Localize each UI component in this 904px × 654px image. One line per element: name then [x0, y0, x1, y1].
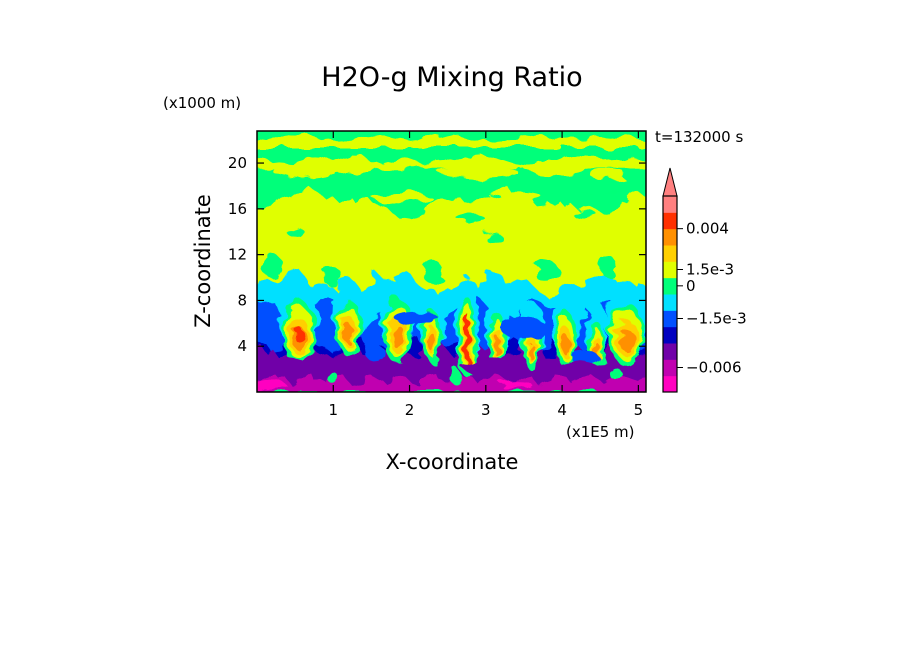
x-tick-label-3: 4: [557, 401, 567, 419]
green-cell-4: [485, 231, 502, 244]
upper-yellow-patch-5: [371, 192, 432, 203]
upper-yellow-patch-2: [438, 166, 519, 179]
y-tick-label-3: 16: [228, 200, 247, 218]
colorbar-segment-5: [663, 294, 677, 311]
plume-orange-2: [391, 325, 405, 349]
contour-field: [257, 131, 646, 392]
colorbar-segment-7: [663, 261, 677, 279]
plume-orange-1: [343, 323, 354, 344]
green-cell-5: [534, 260, 559, 283]
colorbar-label-3: −1.5e-3: [686, 310, 747, 328]
y-tick-label-4: 20: [228, 154, 247, 172]
y-tick-label-1: 8: [237, 291, 247, 309]
green-cell-1: [287, 225, 304, 238]
upper-yellow-patch-4: [589, 169, 626, 180]
colorbar-segment-2: [663, 343, 677, 360]
colorbar-label-2: 0: [686, 277, 696, 295]
green-cell-3: [422, 259, 443, 284]
colorbar-segment-6: [663, 277, 677, 295]
colorbar-segment-11: [663, 196, 677, 213]
colorbar-top-arrow: [662, 167, 678, 197]
x-tick-label-1: 2: [405, 401, 415, 419]
x-tick-label-4: 5: [634, 401, 644, 419]
plume-core-red: [463, 313, 470, 366]
y-axis-label: Z-coordinate: [191, 194, 215, 328]
low-green-spot-0: [449, 367, 462, 384]
purple-pool-2: [461, 358, 510, 375]
plume-core-red-2: [294, 326, 303, 343]
colorbar-label-0: 0.004: [686, 220, 729, 238]
magenta-spot-0: [257, 381, 287, 390]
green-cell-8: [572, 210, 597, 219]
plume-orange-9: [619, 328, 634, 353]
colorbar-label-4: −0.006: [686, 359, 742, 377]
plume-orange-5: [494, 336, 501, 357]
x-tick-label-0: 1: [329, 401, 339, 419]
plume-orange-8: [593, 342, 600, 357]
plume-orange-7: [561, 335, 570, 355]
plume-orange-6: [528, 343, 535, 361]
green-cell-7: [456, 214, 485, 222]
colorbar-segment-8: [663, 245, 677, 262]
colorbar-segment-3: [663, 326, 677, 344]
chart-title: H2O-g Mixing Ratio: [321, 62, 582, 93]
purple-pool-0: [267, 358, 308, 375]
low-green-spot-2: [328, 372, 339, 385]
purple-pool-3: [555, 361, 600, 378]
x-tick-label-2: 3: [481, 401, 491, 419]
green-cell-2: [324, 267, 343, 288]
green-cell-6: [598, 256, 617, 277]
blue-intrusion-0: [395, 312, 440, 325]
x-axis: 1 2 3 4 5: [329, 131, 644, 419]
colorbar-segment-9: [663, 228, 677, 246]
top-yellow-stripe: [257, 134, 646, 148]
low-green-spot-1: [609, 367, 622, 380]
magenta-spot-1: [500, 381, 533, 390]
x-axis-unit: (x1E5 m): [566, 423, 635, 441]
purple-pool-1: [345, 362, 398, 377]
plot-frame: [256, 130, 647, 393]
green-cell-0: [262, 254, 283, 279]
y-axis: 4 8 12 16 20: [228, 154, 646, 355]
colorbar: 0.004 1.5e-30 −1.5e-3 −0.006: [662, 167, 747, 393]
blue-intrusion-2: [365, 345, 386, 362]
blue-intrusion-1: [499, 317, 548, 338]
colorbar-segment-0: [663, 375, 677, 393]
colorbar-segment-4: [663, 310, 677, 328]
upper-yellow-patch-1: [334, 161, 379, 174]
colorbar-segment-10: [663, 212, 677, 230]
time-label: t=132000 s: [655, 128, 743, 146]
y-tick-label-0: 4: [237, 337, 247, 355]
y-axis-unit: (x1000 m): [163, 94, 241, 112]
upper-yellow-patch-3: [524, 162, 585, 175]
plume-orange-3: [428, 333, 436, 352]
blue-intrusion-3: [570, 351, 599, 364]
upper-yellow-patch-0: [272, 164, 333, 179]
colorbar-label-1: 1.5e-3: [686, 261, 734, 279]
colorbar-frame: [662, 195, 678, 393]
y-tick-label-2: 12: [228, 246, 247, 264]
upper-yellow-patch-6: [491, 192, 542, 201]
x-axis-label: X-coordinate: [386, 450, 519, 474]
colorbar-segment-1: [663, 359, 677, 377]
